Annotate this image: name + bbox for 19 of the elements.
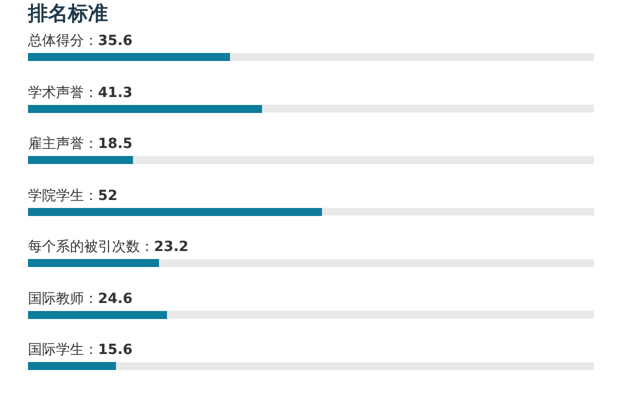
y-tick-label: 国际学生 [28, 342, 84, 358]
y-tick-label: 国际教师 [28, 290, 84, 307]
bar [28, 259, 159, 267]
bar [28, 362, 116, 370]
bar [28, 311, 167, 319]
y-tick-label: 学院学生 [28, 188, 84, 204]
data-label: ：41.3 [84, 84, 133, 101]
data-label: ：24.6 [84, 290, 133, 307]
data-label: ：18.5 [84, 136, 133, 152]
y-tick-label: 雇主声誉 [28, 136, 84, 152]
chart-title: 排名标准 [27, 0, 108, 25]
y-tick-label: 总体得分 [28, 33, 84, 50]
data-label: ：52 [84, 188, 118, 204]
data-label: ：35.6 [84, 33, 133, 50]
y-tick-label: 学术声誉 [28, 84, 84, 101]
data-label: ：15.6 [84, 342, 133, 358]
data-label: ：23.2 [140, 239, 189, 256]
y-tick-label: 每个系的被引次数 [28, 239, 140, 256]
bar [28, 156, 133, 164]
